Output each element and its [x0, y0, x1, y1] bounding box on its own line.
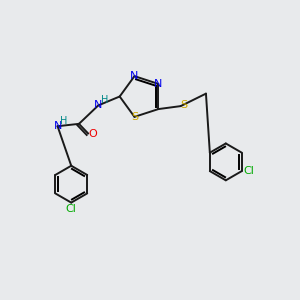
Text: N: N [53, 121, 62, 131]
Text: Cl: Cl [66, 204, 77, 214]
Text: S: S [181, 100, 188, 110]
Text: N: N [154, 79, 163, 89]
Text: N: N [94, 100, 103, 110]
Text: N: N [130, 71, 139, 81]
Text: S: S [131, 112, 138, 122]
Text: Cl: Cl [244, 166, 255, 176]
Text: H: H [60, 116, 68, 126]
Text: O: O [88, 128, 97, 139]
Text: H: H [101, 95, 109, 105]
